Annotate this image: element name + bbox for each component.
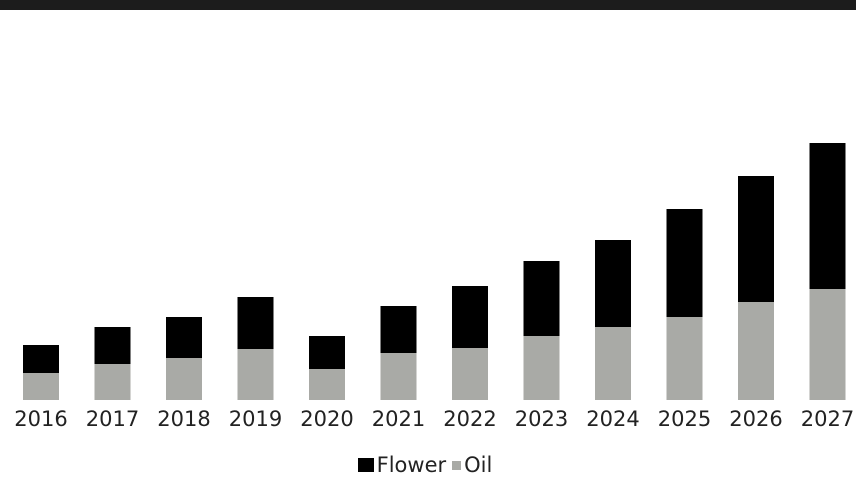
- bar-flower-2027: [809, 143, 846, 289]
- bar-oil-2023: [523, 336, 560, 400]
- bar-flower-2020: [309, 336, 345, 369]
- x-tick-label-2025: 2025: [658, 407, 711, 431]
- bar-flower-2023: [523, 261, 560, 336]
- bar-flower-2019: [237, 297, 274, 349]
- bars-layer: [23, 143, 846, 400]
- bar-flower-2024: [595, 240, 631, 327]
- bar-flower-2025: [666, 209, 703, 317]
- bar-oil-2021: [380, 353, 417, 400]
- x-tick-label-2021: 2021: [372, 407, 425, 431]
- bar-oil-2024: [595, 327, 631, 400]
- bar-flower-2017: [94, 327, 131, 364]
- x-tick-label-2016: 2016: [14, 407, 67, 431]
- bar-oil-2018: [166, 358, 202, 400]
- bar-flower-2022: [452, 286, 488, 348]
- bar-oil-2017: [94, 364, 131, 400]
- x-tick-label-2018: 2018: [157, 407, 210, 431]
- x-tick-label-2019: 2019: [229, 407, 282, 431]
- legend-item-oil: Oil: [452, 453, 492, 477]
- bar-oil-2022: [452, 348, 488, 400]
- bar-oil-2016: [23, 373, 59, 400]
- bar-flower-2018: [166, 317, 202, 358]
- bar-oil-2025: [666, 317, 703, 400]
- bar-flower-2016: [23, 345, 59, 373]
- legend-label-flower: Flower: [376, 453, 447, 477]
- x-tick-label-2024: 2024: [586, 407, 639, 431]
- legend: Flower Oil: [0, 453, 856, 477]
- x-tick-label-2026: 2026: [729, 407, 782, 431]
- legend-swatch-oil: [452, 460, 462, 470]
- legend-item-flower: Flower: [357, 453, 447, 477]
- legend-label-oil: Oil: [464, 453, 493, 477]
- x-tick-label-2023: 2023: [515, 407, 568, 431]
- x-tick-label-2027: 2027: [801, 407, 854, 431]
- bar-oil-2019: [237, 349, 274, 400]
- stacked-bar-chart: 2016 2017 2018 2019 2020 2021 2022 2023 2024 2025…: [14, 143, 854, 431]
- legend-swatch-flower: [357, 458, 374, 472]
- x-tick-label-2022: 2022: [443, 407, 496, 431]
- bar-oil-2020: [309, 369, 345, 400]
- bar-oil-2026: [738, 302, 774, 400]
- bar-oil-2027: [809, 289, 846, 400]
- x-tick-label-2017: 2017: [86, 407, 139, 431]
- top-dark-band: [0, 0, 856, 10]
- bar-flower-2026: [738, 176, 774, 302]
- x-axis-tick-labels: 2016 2017 2018 2019 2020 2021 2022 2023 2024 2025…: [14, 407, 854, 431]
- x-tick-label-2020: 2020: [300, 407, 353, 431]
- bar-flower-2021: [380, 306, 417, 353]
